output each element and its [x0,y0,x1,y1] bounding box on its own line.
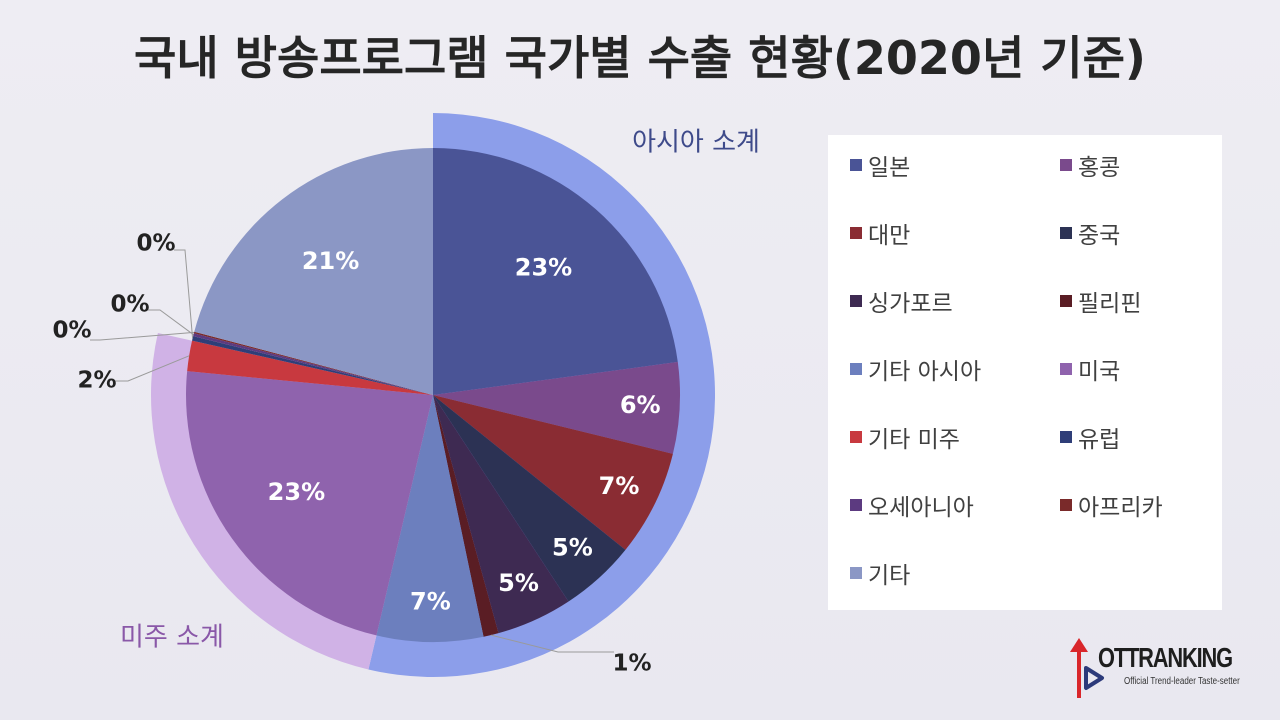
legend-item-3: 대만 [850,218,911,249]
legend-item-12: 아프리카 [1060,490,1163,521]
legend-swatch [1060,159,1072,171]
data-label-2: 6% [620,391,661,419]
legend-label: 아프리카 [1078,495,1163,521]
pie-slice-6 [433,395,499,637]
pie-slice-3 [433,395,673,550]
data-label-12: 0% [52,318,91,344]
data-label-8: 23% [268,478,325,506]
legend-label: 기타 아시아 [868,359,982,385]
legend-swatch [1060,363,1072,375]
legend-swatch [1060,295,1072,307]
leader-line-12 [90,331,195,341]
legend-swatch [850,227,862,239]
pie-slice-11 [193,333,433,395]
logo-tagline: Official Trend-leader Taste-setter [1124,676,1240,687]
legend-item-2: 홍콩 [1060,150,1121,181]
legend-swatch [850,431,862,443]
data-label-3: 7% [599,472,640,500]
legend-label: 기타 미주 [868,427,960,453]
data-label-9: 2% [77,368,116,394]
legend-label: 대만 [868,223,911,249]
leader-line-10 [174,249,194,339]
legend-swatch [850,159,862,171]
legend-swatch [1060,431,1072,443]
pie-slice-4 [433,395,626,602]
legend-item-9: 기타 미주 [850,422,960,453]
legend-swatch [850,295,862,307]
pie-slice-13 [194,147,433,395]
data-label-4: 5% [552,534,593,562]
pie-slice-2 [433,361,681,454]
pie-slice-1 [433,148,678,395]
pie-slice-9 [187,340,433,395]
legend-item-10: 유럽 [1060,422,1121,453]
subtotal-label-2: 미주 소계 [120,623,224,653]
pie-slice-8 [186,371,433,636]
legend-item-11: 오세아니아 [850,490,974,521]
leader-line-6 [490,634,614,653]
logo-name: OTTRANKING [1098,642,1233,673]
legend-item-7: 기타 아시아 [850,354,982,385]
legend-swatch [850,499,862,511]
ottranking-logo: OTTRANKING Official Trend-leader Taste-s… [1066,632,1256,702]
leader-line-9 [115,355,190,382]
data-label-6: 1% [612,651,651,677]
legend-item-13: 기타 [850,558,911,589]
data-label-13: 21% [302,247,359,275]
data-label-1: 23% [515,254,572,282]
pie-slice-5 [433,395,569,634]
legend-swatch [850,567,862,579]
legend-label: 홍콩 [1078,155,1121,181]
data-label-7: 7% [410,588,451,616]
legend-item-4: 중국 [1060,218,1121,249]
subtotal-label-1: 아시아 소계 [632,128,760,158]
pie-slice-10 [192,336,433,395]
legend-item-5: 싱가포르 [850,286,953,317]
pie-slice-7 [376,395,484,642]
legend-swatch [1060,227,1072,239]
legend-label: 오세아니아 [868,495,974,521]
legend-swatch [850,363,862,375]
legend-label: 필리핀 [1078,291,1142,317]
logo-arrow-icon [1070,638,1104,698]
leader-line-11 [148,309,194,336]
data-label-10: 0% [136,231,175,257]
legend-item-8: 미국 [1060,354,1121,385]
pie-slice-12 [193,331,433,395]
legend-label: 기타 [868,563,911,589]
legend-item-6: 필리핀 [1060,286,1142,317]
legend-label: 중국 [1078,223,1121,249]
legend-item-1: 일본 [850,150,911,181]
legend-label: 일본 [868,155,911,181]
data-label-11: 0% [110,292,149,318]
data-label-5: 5% [498,569,539,597]
legend-label: 미국 [1078,359,1121,385]
legend-label: 싱가포르 [868,291,953,317]
legend-label: 유럽 [1078,427,1121,453]
legend-swatch [1060,499,1072,511]
chart-title: 국내 방송프로그램 국가별 수출 현황(2020년 기준) [134,31,1146,85]
